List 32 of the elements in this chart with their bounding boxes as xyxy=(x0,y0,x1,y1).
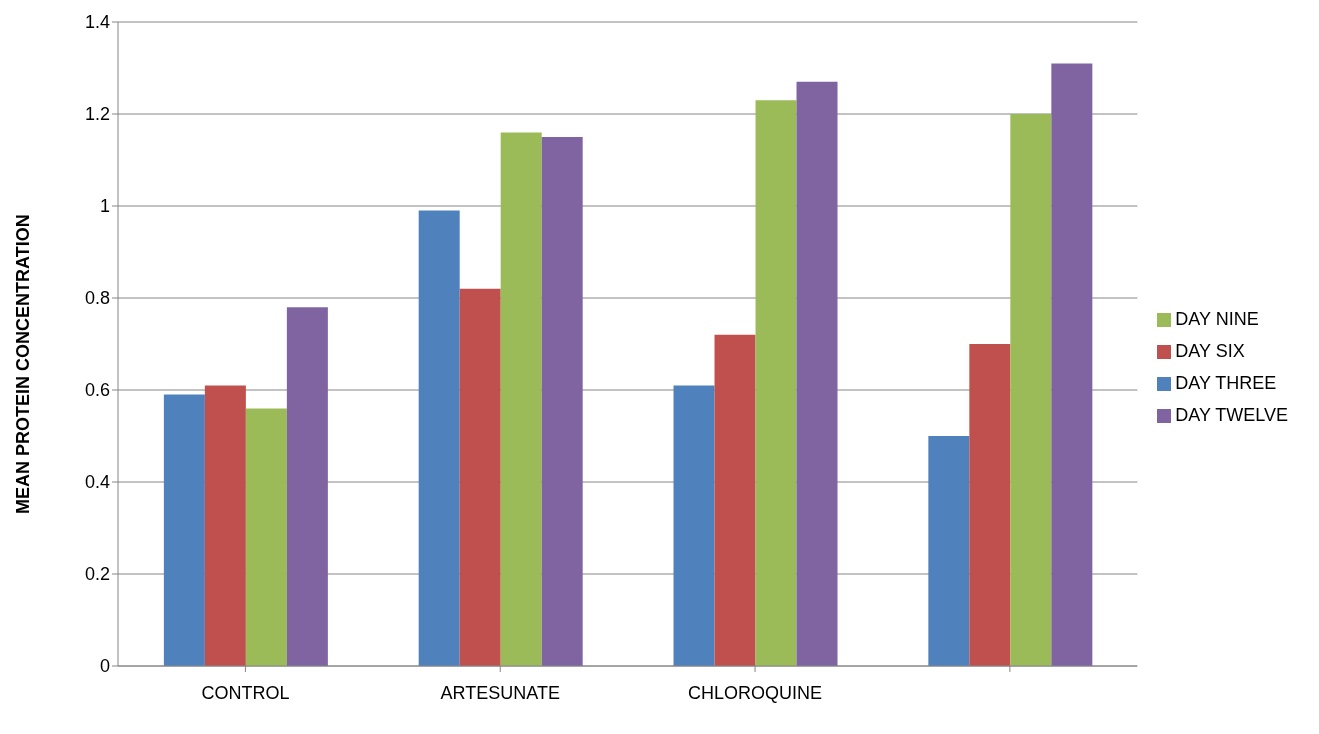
bar xyxy=(163,394,205,666)
bar xyxy=(714,334,756,666)
bar xyxy=(928,436,970,666)
bar xyxy=(245,408,287,666)
bar xyxy=(541,137,583,666)
y-tick-label: 0.4 xyxy=(84,472,110,493)
bar xyxy=(796,81,838,666)
legend-label: DAY TWELVE xyxy=(1175,405,1288,425)
x-tick-label: CONTROL xyxy=(201,682,290,703)
bar xyxy=(1051,63,1093,666)
legend-label: DAY THREE xyxy=(1175,373,1277,393)
y-tick-label: 0.6 xyxy=(84,380,110,401)
y-tick-label: 0.8 xyxy=(84,288,110,309)
bar xyxy=(969,344,1011,666)
bar xyxy=(286,307,328,666)
y-tick-label: 1.2 xyxy=(84,104,110,125)
bar xyxy=(500,132,542,666)
bar xyxy=(418,210,460,666)
bar xyxy=(755,100,797,666)
y-tick-label: 0.2 xyxy=(84,564,110,585)
bar xyxy=(673,385,715,666)
y-axis-title: MEAN PROTEIN CONCENTRATION xyxy=(13,214,34,514)
y-tick-label: 1 xyxy=(99,196,110,217)
x-tick-label: ARTESUNATE xyxy=(440,682,560,703)
legend-label: DAY NINE xyxy=(1175,309,1259,329)
y-tick-label: 1.4 xyxy=(84,12,110,33)
bar xyxy=(459,288,501,666)
x-tick-label: CHLOROQUINE xyxy=(688,682,823,703)
bar xyxy=(1010,114,1052,666)
y-tick-label: 0 xyxy=(99,656,110,677)
bar xyxy=(204,385,246,666)
legend-label: DAY SIX xyxy=(1175,341,1245,361)
